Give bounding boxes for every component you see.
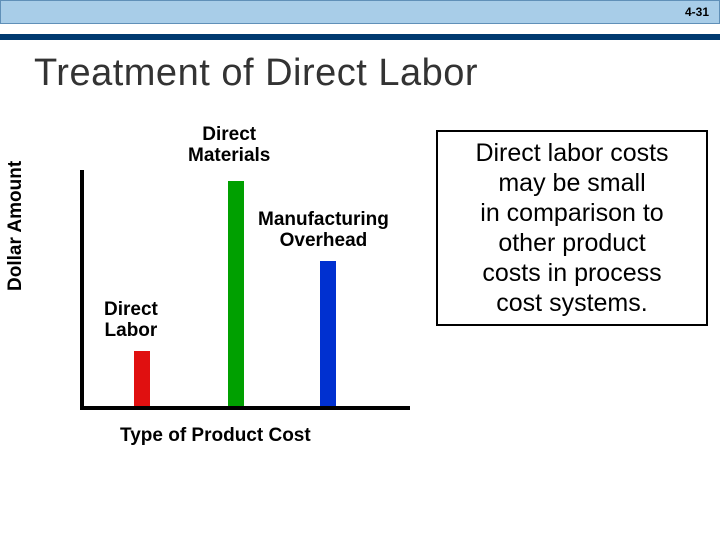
bar-direct-materials (228, 181, 244, 406)
bar-label-text: Labor (105, 320, 158, 341)
callout-box: Direct labor costs may be small in compa… (436, 130, 708, 326)
callout-text: Direct labor costs (475, 139, 668, 167)
bar-label-text: Overhead (280, 230, 368, 251)
bar-label-text: Materials (188, 145, 270, 166)
y-axis-label: Dollar Amount (5, 161, 27, 291)
bar-manufacturing-overhead (320, 261, 336, 406)
x-axis (80, 406, 410, 410)
bar-label-manufacturing-overhead: Manufacturing Overhead (258, 210, 389, 252)
x-axis-label: Type of Product Cost (120, 425, 311, 447)
page-title: Treatment of Direct Labor (34, 52, 720, 95)
content-area: Dollar Amount Type of Product Cost Direc… (0, 95, 720, 515)
bar-direct-labor (134, 351, 150, 406)
callout-text: other product (498, 229, 645, 257)
header-bar: 4-31 (0, 0, 720, 24)
bar-label-direct-labor: Direct Labor (104, 300, 158, 342)
y-axis (80, 170, 84, 410)
bar-chart: Dollar Amount Type of Product Cost Direc… (60, 125, 410, 445)
bar-label-direct-materials: Direct Materials (188, 125, 270, 167)
callout-text: may be small (498, 169, 645, 197)
bar-label-text: Direct (104, 299, 158, 320)
header-divider (0, 34, 720, 40)
page-number: 4-31 (685, 5, 709, 19)
callout-text: costs in process (482, 259, 661, 287)
bar-label-text: Manufacturing (258, 209, 389, 230)
bar-label-text: Direct (202, 124, 256, 145)
callout-text: in comparison to (480, 199, 663, 227)
callout-text: cost systems. (496, 289, 647, 317)
